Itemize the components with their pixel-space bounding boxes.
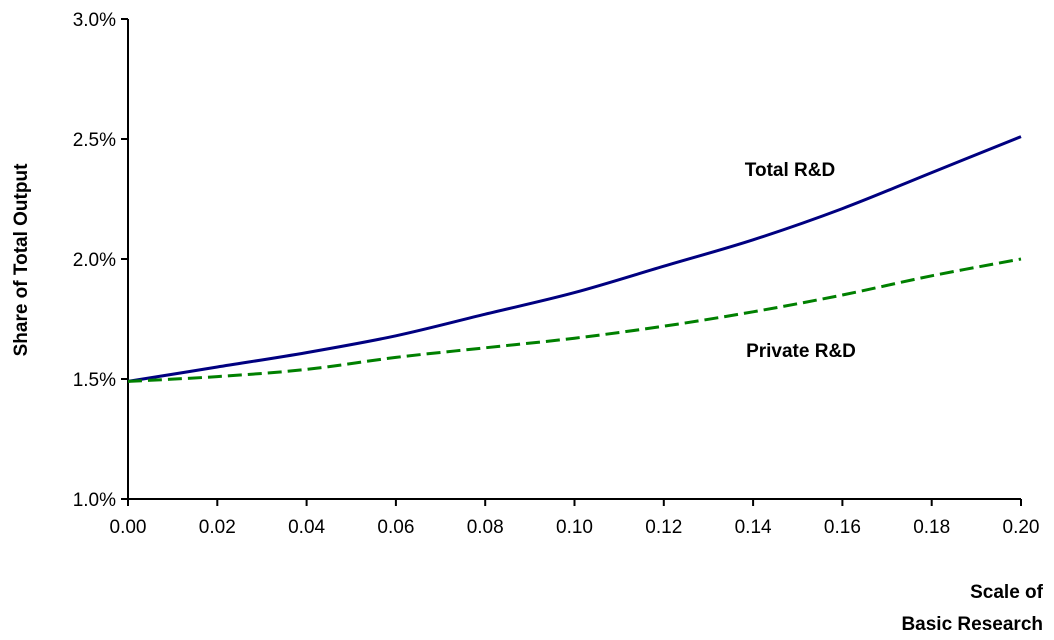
x-tick-label: 0.04: [288, 517, 325, 538]
x-tick-label: 0.06: [377, 517, 414, 538]
x-tick-label: 0.02: [199, 517, 236, 538]
x-tick-label: 0.14: [735, 517, 772, 538]
y-tick-label: 1.0%: [73, 490, 116, 511]
series-line-private-r-d: [127, 257, 1022, 383]
x-tick-label: 0.20: [1003, 517, 1040, 538]
x-tick-label: 0.18: [913, 517, 950, 538]
y-tick-label: 2.0%: [73, 250, 116, 271]
x-tick-label: 0.16: [824, 517, 861, 538]
series-layer: [127, 135, 1022, 383]
x-tick-label: 0.00: [110, 517, 147, 538]
series-label-private-rd: Private R&D: [746, 341, 856, 362]
y-axis-title: Share of Total Output: [11, 163, 32, 356]
x-tick-label: 0.10: [556, 517, 593, 538]
series-label-total-rd: Total R&D: [745, 160, 835, 181]
y-axis: 1.0% 1.5% 2.0% 2.5% 3.0%: [73, 10, 129, 511]
x-axis-title-line-1: Scale of: [970, 582, 1044, 603]
x-tick-label: 0.08: [467, 517, 504, 538]
y-tick-label: 2.5%: [73, 130, 116, 151]
series-line-total-r-d: [127, 135, 1022, 383]
x-tick-label: 0.12: [645, 517, 682, 538]
x-axis: 0.00 0.02 0.04 0.06 0.08 0.10 0.12 0.14 0.16 0.18…: [110, 498, 1040, 538]
y-tick-label: 3.0%: [73, 10, 116, 31]
y-tick-label: 1.5%: [73, 370, 116, 391]
x-axis-title-line-2: Basic Research: [901, 614, 1043, 635]
